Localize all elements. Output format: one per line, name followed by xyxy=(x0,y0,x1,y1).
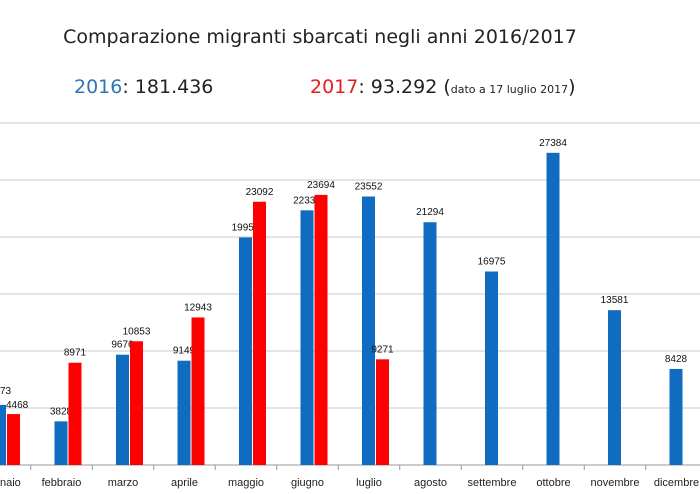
x-tick-label: marzo xyxy=(108,477,139,489)
year-2017-label: 2017 xyxy=(310,76,359,98)
bar-2017 xyxy=(314,194,328,465)
totals-line: 2016: 181.436 2017: 93.292 (dato a 17 lu… xyxy=(74,76,694,98)
x-tick-label: naio xyxy=(0,477,21,489)
x-tick-label: ottobre xyxy=(536,477,570,489)
bar-2016 xyxy=(546,152,560,466)
data-label: 8971 xyxy=(64,348,87,359)
x-tick-label: settembre xyxy=(468,477,517,489)
x-tick-label: luglio xyxy=(356,477,382,489)
bar-2017 xyxy=(253,201,266,465)
bar-2017 xyxy=(68,362,82,465)
data-label: 3828 xyxy=(50,406,73,417)
x-tick-label: aprile xyxy=(171,477,198,489)
data-label: 13581 xyxy=(601,295,629,306)
bar-2016 xyxy=(0,404,6,465)
data-label: 12943 xyxy=(184,302,212,313)
bar-2016 xyxy=(669,368,683,465)
data-label: 23694 xyxy=(307,180,335,191)
x-tick-label: dicembre xyxy=(654,477,699,489)
year-2016-label: 2016 xyxy=(74,76,123,98)
bar-2016 xyxy=(608,310,621,465)
bar-2017 xyxy=(7,414,20,465)
bar-2016 xyxy=(485,271,498,465)
data-label: 19957 xyxy=(232,222,260,233)
data-label: 9676 xyxy=(111,340,134,351)
data-label: 27384 xyxy=(539,138,567,149)
data-label: 9149 xyxy=(173,346,196,357)
chart-title: Comparazione migranti sbarcati negli ann… xyxy=(63,26,577,48)
data-label: 9271 xyxy=(371,344,394,355)
bar-2017 xyxy=(130,341,143,465)
bar-2017 xyxy=(191,317,205,465)
bar-2016 xyxy=(116,354,129,465)
x-tick-label: giugno xyxy=(291,477,324,489)
bar-2017 xyxy=(376,359,389,465)
data-label: 22339 xyxy=(293,195,321,206)
year-2016-total: : 181.436 xyxy=(122,76,214,98)
note-close: ) xyxy=(568,76,576,98)
x-tick-label: febbraio xyxy=(42,477,82,489)
data-label: 16975 xyxy=(478,256,506,267)
bar-2016 xyxy=(239,237,252,465)
x-tick-label: maggio xyxy=(228,477,264,489)
data-label: 23092 xyxy=(246,187,274,198)
data-date-note: dato a 17 luglio 2017 xyxy=(450,83,569,96)
bar-2016 xyxy=(300,210,314,465)
data-label: 21294 xyxy=(416,207,444,218)
data-label: 23552 xyxy=(355,182,383,193)
bar-2016 xyxy=(362,196,375,465)
total-2017: 2017: 93.292 (dato a 17 luglio 2017) xyxy=(310,76,576,98)
data-label: 4468 xyxy=(6,400,29,411)
x-tick-label: agosto xyxy=(414,477,447,489)
bar-2016 xyxy=(423,222,437,465)
bar-2016 xyxy=(177,360,191,465)
year-2017-total: : 93.292 xyxy=(358,76,444,98)
data-label: 73 xyxy=(0,386,12,397)
data-label: 10853 xyxy=(123,326,151,337)
bar-2016 xyxy=(54,421,68,465)
x-tick-label: novembre xyxy=(591,477,640,489)
note-open: ( xyxy=(443,76,451,98)
total-2016: 2016: 181.436 xyxy=(74,76,213,98)
data-label: 8428 xyxy=(665,354,688,365)
